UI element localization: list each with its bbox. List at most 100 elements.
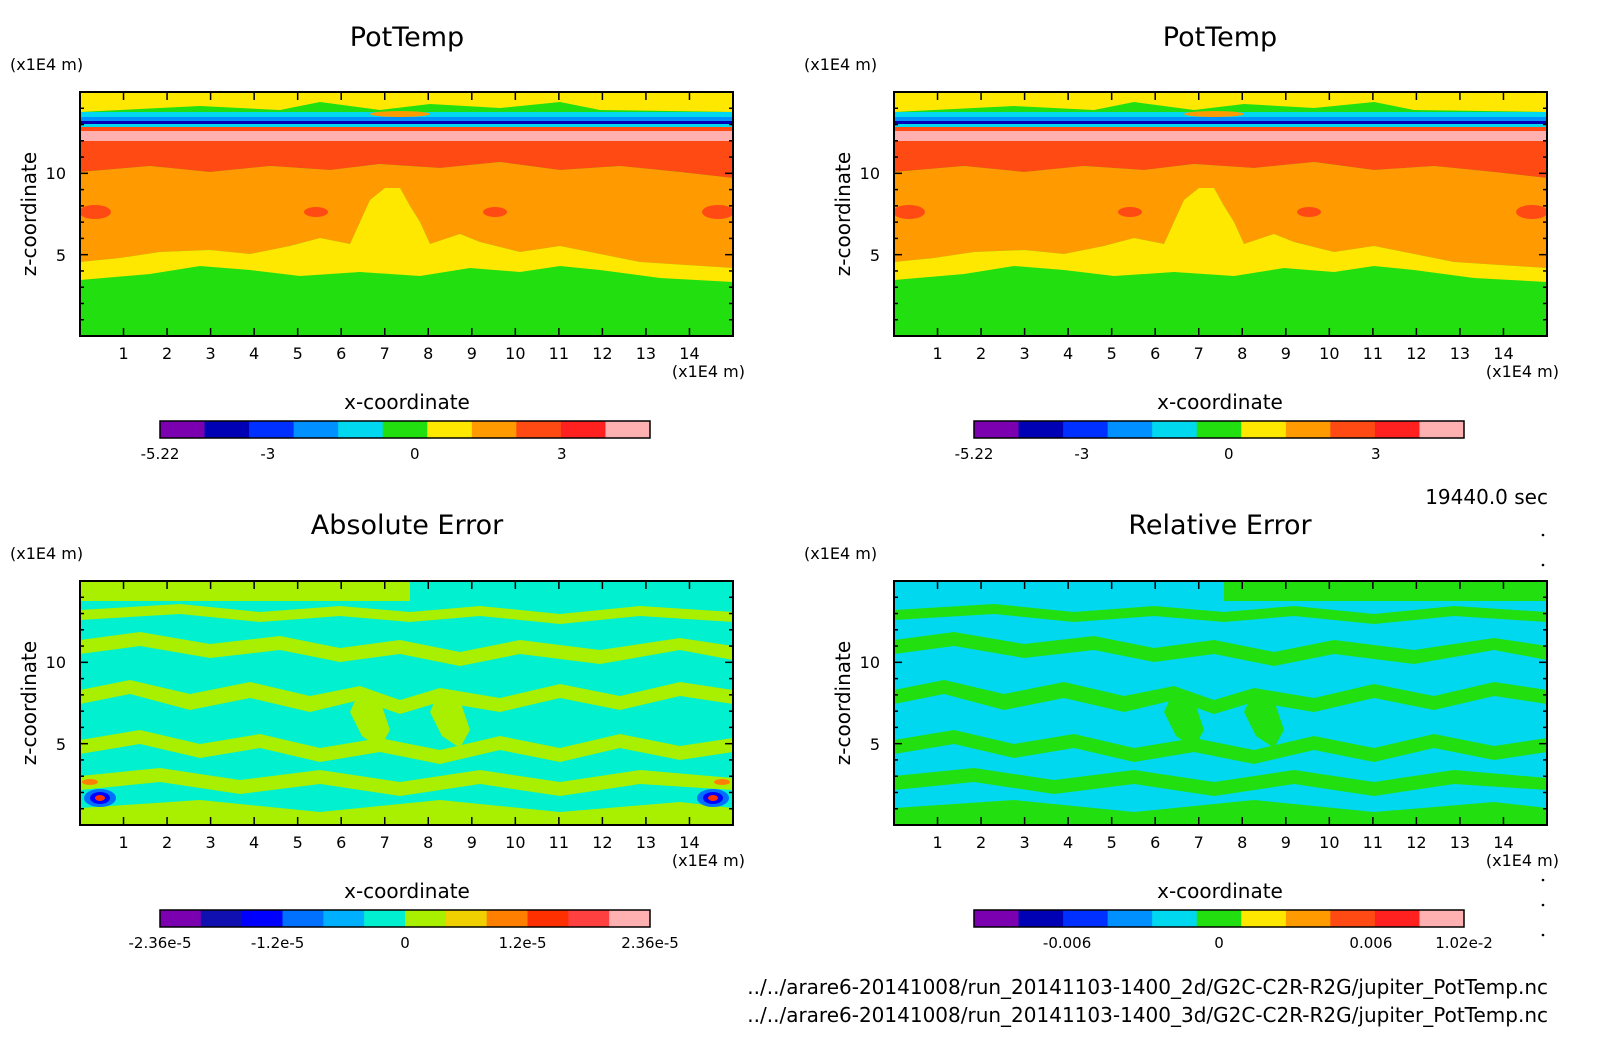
x-tick-label: 8 [423, 833, 433, 852]
y-axis-label: z-coordinate [17, 641, 41, 765]
x-tick-label: 11 [549, 344, 569, 363]
x-tick-label: 2 [162, 833, 172, 852]
x-tick-label: 7 [1194, 833, 1204, 852]
colorbar [159, 909, 651, 928]
colorbar-segment [249, 421, 295, 438]
x-axis-label: x-coordinate [1157, 879, 1283, 903]
x-tick-label: 2 [162, 344, 172, 363]
x-axis-label: x-coordinate [344, 879, 470, 903]
x-tick-label: 3 [1020, 833, 1030, 852]
panel-title: Absolute Error [311, 510, 504, 541]
colorbar-segment [160, 421, 206, 438]
colorbar-label: -1.2e-5 [251, 934, 304, 952]
y-unit-label: (x1E4 m) [804, 544, 877, 563]
x-tick-label: 13 [636, 344, 656, 363]
x-tick-label: 4 [1063, 344, 1073, 363]
colorbar-segment [605, 421, 651, 438]
x-tick-label: 13 [1450, 833, 1470, 852]
colorbar-segment [293, 421, 339, 438]
contour-field [894, 92, 1547, 336]
x-tick-label: 8 [1237, 344, 1247, 363]
x-tick-label: 13 [1450, 344, 1470, 363]
x-tick-label: 12 [1406, 833, 1426, 852]
colorbar-segment [1374, 421, 1420, 438]
colorbar-segment [1330, 421, 1376, 438]
plot-frame [893, 580, 1548, 826]
colorbar-segment [160, 910, 202, 927]
x-tick-label: 6 [336, 833, 346, 852]
colorbar-labels: -5.22 -3 0 3 [141, 445, 567, 463]
x-tick-label: 6 [1150, 344, 1160, 363]
y-unit-label: (x1E4 m) [10, 544, 83, 563]
x-tick-label: 1 [932, 833, 942, 852]
x-tick-label: 6 [1150, 833, 1160, 852]
margin-dots [1541, 533, 1545, 937]
y-axis-label: z-coordinate [831, 152, 855, 276]
y-tick-label-10: 10 [860, 653, 880, 672]
colorbar-segment [1107, 421, 1153, 438]
colorbar-segment [1374, 910, 1420, 927]
y-axis-label: z-coordinate [17, 152, 41, 276]
colorbar-label: -0.006 [1043, 934, 1091, 952]
colorbar-segment [1419, 421, 1465, 438]
x-unit-label: (x1E4 m) [1486, 851, 1559, 870]
x-tick-label: 10 [505, 833, 525, 852]
x-tick-label: 10 [1319, 833, 1339, 852]
plot-frame [893, 91, 1548, 337]
colorbar-label: -3 [1074, 445, 1089, 463]
plot-frame [79, 91, 734, 337]
x-tick-label: 1 [932, 344, 942, 363]
x-tick-label: 11 [1363, 833, 1383, 852]
x-tick-label: 7 [380, 833, 390, 852]
tick-marks [893, 580, 1548, 826]
colorbar-segment [1018, 421, 1064, 438]
time-label: 19440.0 sec [1425, 485, 1548, 509]
x-unit-label: (x1E4 m) [672, 362, 745, 381]
y-tick-label-5: 5 [870, 246, 880, 265]
x-tick-label: 2 [976, 833, 986, 852]
colorbar-segment [1107, 910, 1153, 927]
colorbar-segment [974, 421, 1020, 438]
file-path-2d: ../../arare6-20141008/run_20141103-1400_… [747, 975, 1548, 999]
tick-marks [79, 91, 734, 337]
colorbar-segment [568, 910, 610, 927]
x-axis-label: x-coordinate [1157, 390, 1283, 414]
x-tick-label: 14 [679, 344, 699, 363]
x-tick-label: 9 [1281, 833, 1291, 852]
x-tick-label: 11 [1363, 344, 1383, 363]
colorbar-segment [338, 421, 384, 438]
x-tick-label: 8 [1237, 833, 1247, 852]
x-axis-label: x-coordinate [344, 390, 470, 414]
colorbar-segment [1196, 421, 1242, 438]
x-tick-label: 6 [336, 344, 346, 363]
colorbar-segment [560, 421, 606, 438]
x-unit-label: (x1E4 m) [672, 851, 745, 870]
x-tick-label: 13 [636, 833, 656, 852]
panel-title: Relative Error [1128, 510, 1312, 541]
y-tick-label-10: 10 [860, 164, 880, 183]
colorbar-segment [1285, 910, 1331, 927]
x-tick-label: 12 [1406, 344, 1426, 363]
colorbar-labels: -0.006 0 0.006 1.02e-2 [1043, 934, 1493, 952]
tick-marks [893, 91, 1548, 337]
x-tick-label: 9 [467, 833, 477, 852]
colorbar-frame [159, 909, 651, 928]
colorbar-label: -5.22 [955, 445, 994, 463]
y-tick-label-5: 5 [870, 735, 880, 754]
x-tick-label: 3 [1020, 344, 1030, 363]
x-tick-label: 4 [1063, 833, 1073, 852]
x-tick-labels: 1 2 3 4 5 6 7 8 9 10 11 12 13 14 [932, 833, 1513, 852]
colorbar-label: 0.006 [1349, 934, 1392, 952]
colorbar-label: 1.2e-5 [499, 934, 547, 952]
colorbar [159, 420, 651, 439]
colorbar-label: 0 [1214, 934, 1224, 952]
colorbar-segment [1152, 421, 1198, 438]
x-tick-label: 14 [679, 833, 699, 852]
y-axis-label: z-coordinate [831, 641, 855, 765]
colorbar-segment [1152, 910, 1198, 927]
colorbar-segment [427, 421, 473, 438]
colorbar-label: 0 [400, 934, 410, 952]
x-tick-label: 7 [380, 344, 390, 363]
contour-field [80, 581, 733, 825]
